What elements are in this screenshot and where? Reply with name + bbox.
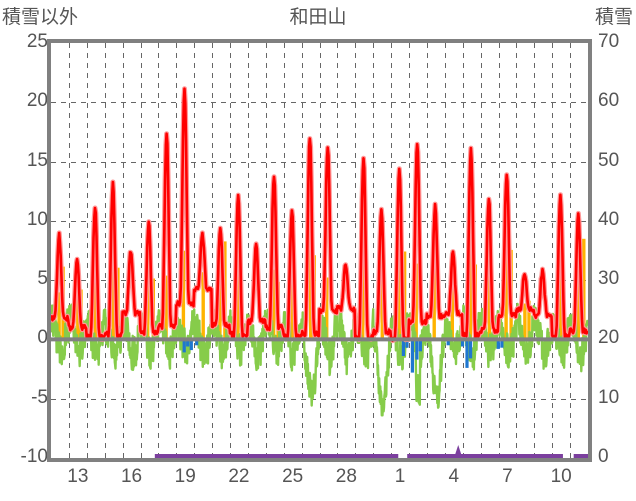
plot-area xyxy=(47,39,592,462)
y-tick-left: -5 xyxy=(31,386,48,408)
x-tick: 10 xyxy=(550,466,572,487)
x-tick: 19 xyxy=(174,466,196,487)
y-tick-left: -10 xyxy=(20,446,48,467)
x-tick: 13 xyxy=(67,466,89,487)
x-tick: 28 xyxy=(335,466,357,487)
y-tick-left: 20 xyxy=(26,90,48,112)
series-snow-depth xyxy=(154,445,588,458)
x-tick: 7 xyxy=(502,466,513,487)
series-temperature xyxy=(51,87,588,343)
y-tick-left: 5 xyxy=(37,268,48,290)
left-axis-title: 積雪以外 xyxy=(2,7,79,28)
y-tick-left: 0 xyxy=(37,327,48,349)
x-tick: 16 xyxy=(120,466,143,487)
y-tick-right: 30 xyxy=(598,268,620,290)
y-tick-right: 40 xyxy=(598,208,620,230)
y-tick-left: 15 xyxy=(26,149,48,171)
x-tick: 1 xyxy=(394,466,406,487)
x-tick: 25 xyxy=(282,466,304,487)
page-title: 和田山 xyxy=(289,7,347,28)
y-tick-right: 50 xyxy=(598,149,620,171)
y-tick-left: 25 xyxy=(26,31,48,52)
y-tick-right: 60 xyxy=(598,90,620,112)
precipitation-bars xyxy=(182,339,504,373)
chart-canvas xyxy=(51,43,588,458)
y-tick-right: 10 xyxy=(598,386,620,408)
right-axis-title: 積雪 xyxy=(594,7,633,28)
y-tick-right: 70 xyxy=(598,31,620,52)
x-tick: 4 xyxy=(448,466,460,487)
y-tick-right: 20 xyxy=(598,327,620,349)
y-tick-right: 0 xyxy=(598,446,609,467)
y-tick-left: 10 xyxy=(26,208,48,230)
plot-inner xyxy=(51,43,588,458)
x-tick: 22 xyxy=(228,466,250,487)
